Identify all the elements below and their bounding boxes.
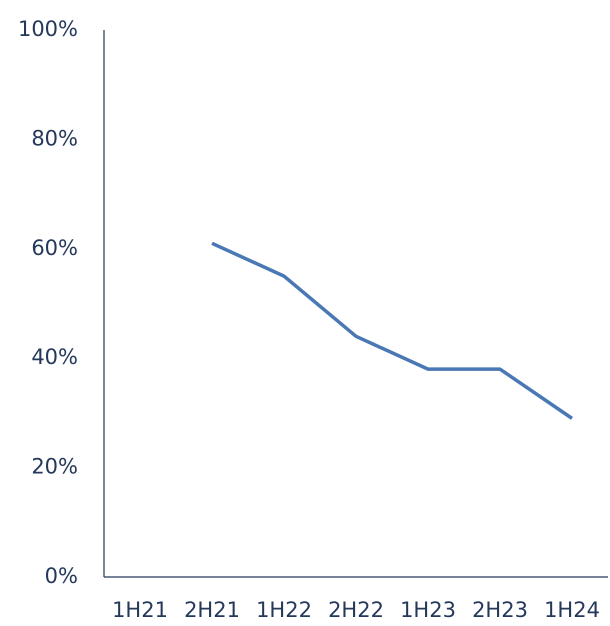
x-tick-label: 1H22 (256, 598, 312, 622)
x-tick-label: 2H21 (184, 598, 240, 622)
x-tick-label: 2H22 (328, 598, 384, 622)
y-tick-label: 0% (45, 564, 78, 588)
y-tick-label: 60% (31, 236, 78, 260)
line-series (211, 241, 573, 420)
x-tick-label: 1H24 (544, 598, 600, 622)
x-tick-label: 1H21 (112, 598, 168, 622)
y-tick-label: 100% (18, 17, 78, 41)
x-tick-label: 2H23 (472, 598, 528, 622)
y-tick-label: 80% (31, 126, 78, 150)
y-tick-label: 40% (31, 345, 78, 369)
y-tick-label: 20% (31, 455, 78, 479)
x-tick-label: 1H23 (400, 598, 456, 622)
